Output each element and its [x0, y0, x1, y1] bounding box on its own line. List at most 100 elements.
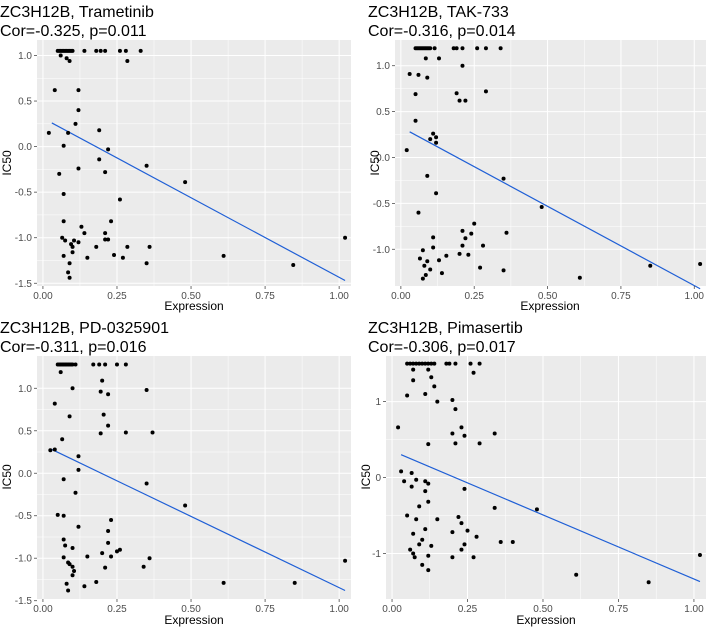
data-point	[91, 362, 96, 367]
data-point	[432, 384, 437, 389]
data-point	[432, 361, 437, 366]
data-point	[431, 235, 436, 240]
data-point	[103, 48, 108, 53]
panel-title-drug: ZC3H12B, Pimasertib	[368, 320, 523, 337]
gridlines	[386, 356, 706, 599]
y-tick-label: -1.0	[15, 554, 33, 565]
data-point	[183, 180, 188, 185]
data-point	[420, 562, 425, 567]
data-point	[460, 46, 465, 51]
y-tick-label: 1.0	[18, 51, 32, 62]
data-point	[72, 238, 77, 243]
data-point	[150, 430, 155, 435]
data-point	[423, 272, 428, 277]
y-tick-label: -0.5	[15, 188, 33, 199]
data-point	[61, 513, 66, 518]
data-point	[475, 46, 480, 51]
data-point	[468, 361, 473, 366]
data-point	[504, 230, 509, 235]
data-point	[414, 517, 419, 522]
data-point	[423, 391, 428, 396]
x-tick-label: 0.75	[611, 291, 631, 302]
x-tick-label: 0.75	[609, 604, 629, 615]
data-point	[106, 237, 111, 242]
x-tick-label: 0.50	[533, 604, 553, 615]
x-tick-label: 0.00	[33, 604, 53, 615]
data-point	[67, 58, 72, 63]
data-point	[144, 163, 149, 168]
data-point	[423, 361, 428, 366]
data-point	[109, 219, 114, 224]
y-tick-label: 0.0	[376, 153, 390, 164]
x-axis-ticks: 0.00 0.25 0.50 0.75 1.00	[33, 599, 349, 615]
data-point	[534, 507, 539, 512]
data-point	[292, 580, 297, 585]
data-point	[103, 231, 108, 236]
data-point	[85, 255, 90, 260]
data-point	[444, 361, 449, 366]
data-point	[423, 527, 428, 532]
y-tick-label: 0.5	[18, 426, 32, 437]
data-point	[492, 505, 497, 510]
y-tick-label: 0.0	[18, 142, 32, 153]
data-point	[463, 98, 468, 103]
data-point	[98, 389, 103, 394]
x-tick-label: 0.00	[33, 291, 53, 302]
data-point	[123, 430, 128, 435]
regression-line	[409, 131, 701, 290]
data-point	[123, 362, 128, 367]
data-point	[291, 263, 296, 268]
data-point	[100, 551, 105, 556]
x-tick-label: 0.75	[255, 291, 275, 302]
data-point	[117, 547, 122, 552]
plot-area	[395, 40, 706, 286]
x-axis-title: Expression	[520, 299, 579, 313]
scatter-panel-pimasertib: ZC3H12B, Pimasertib Cor=-0.306, p=0.017 …	[359, 320, 706, 627]
data-point	[426, 361, 431, 366]
data-point	[72, 568, 77, 573]
data-point	[460, 243, 465, 248]
y-tick-label: 0.0	[18, 469, 32, 480]
data-point	[46, 130, 51, 135]
data-point	[425, 173, 430, 178]
data-point	[483, 46, 488, 51]
y-tick-label: -1.0	[373, 245, 391, 256]
y-axis-title: IC50	[0, 150, 14, 176]
data-point	[462, 542, 467, 547]
data-point	[434, 140, 439, 145]
y-axis-ticks: -1.5 -1.0 -0.5 0.0 0.5 1.0	[15, 384, 37, 607]
scatter-panel-trametinib: ZC3H12B, Trametinib Cor=-0.325, p=0.011 …	[0, 4, 351, 313]
data-point	[646, 580, 651, 585]
data-point	[471, 370, 476, 375]
data-point	[408, 361, 413, 366]
data-point	[423, 56, 428, 61]
data-point	[399, 469, 404, 474]
data-point	[698, 261, 703, 266]
data-point	[460, 63, 465, 68]
data-point	[450, 398, 455, 403]
panel-title-stats: Cor=-0.311, p=0.016	[0, 339, 147, 356]
y-axis-ticks: -1 0 1	[372, 397, 386, 560]
data-point	[466, 252, 471, 257]
data-point	[435, 517, 440, 522]
data-point	[73, 121, 78, 126]
data-point	[404, 148, 409, 153]
data-point	[55, 512, 60, 517]
data-point	[147, 556, 152, 561]
data-point	[79, 224, 84, 229]
plot-area	[37, 40, 351, 286]
data-point	[417, 256, 422, 261]
data-point	[67, 275, 72, 280]
data-point	[109, 517, 114, 522]
data-point	[453, 407, 458, 412]
data-point	[94, 244, 99, 249]
panel-title-stats: Cor=-0.306, p=0.017	[368, 339, 516, 356]
data-point	[103, 362, 108, 367]
data-point	[144, 261, 149, 266]
data-point	[428, 137, 433, 142]
panel-title-stats: Cor=-0.316, p=0.014	[368, 23, 516, 40]
data-point	[52, 88, 57, 93]
data-point	[439, 271, 444, 276]
panel-title-stats: Cor=-0.325, p=0.011	[0, 23, 147, 40]
data-point	[343, 235, 348, 240]
